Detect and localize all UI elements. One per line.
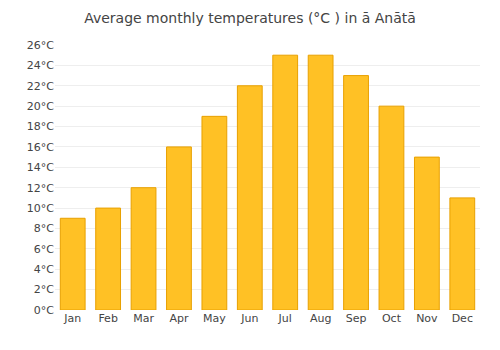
svg-text:14°C: 14°C [27, 161, 54, 174]
svg-text:4°C: 4°C [34, 263, 54, 276]
svg-text:Mar: Mar [133, 312, 154, 325]
svg-text:Dec: Dec [452, 312, 473, 325]
svg-text:22°C: 22°C [27, 80, 54, 93]
svg-text:12°C: 12°C [27, 182, 54, 195]
svg-text:Jan: Jan [63, 312, 81, 325]
svg-text:2°C: 2°C [34, 283, 54, 296]
svg-text:20°C: 20°C [27, 100, 54, 113]
svg-text:18°C: 18°C [27, 120, 54, 133]
svg-text:Apr: Apr [169, 312, 189, 325]
svg-text:Jul: Jul [278, 312, 292, 325]
svg-text:Sep: Sep [346, 312, 367, 325]
svg-text:24°C: 24°C [27, 59, 54, 72]
svg-text:Feb: Feb [98, 312, 117, 325]
svg-text:Average monthly temperatures (: Average monthly temperatures (°C ) in ā … [84, 10, 416, 26]
svg-text:6°C: 6°C [34, 243, 54, 256]
svg-text:Jun: Jun [240, 312, 258, 325]
svg-text:10°C: 10°C [27, 202, 54, 215]
svg-text:Oct: Oct [382, 312, 402, 325]
svg-text:26°C: 26°C [27, 39, 54, 52]
svg-text:8°C: 8°C [34, 222, 54, 235]
svg-text:0°C: 0°C [34, 304, 54, 317]
svg-text:Nov: Nov [416, 312, 438, 325]
svg-text:Aug: Aug [310, 312, 331, 325]
svg-text:16°C: 16°C [27, 141, 54, 154]
svg-text:May: May [203, 312, 226, 325]
